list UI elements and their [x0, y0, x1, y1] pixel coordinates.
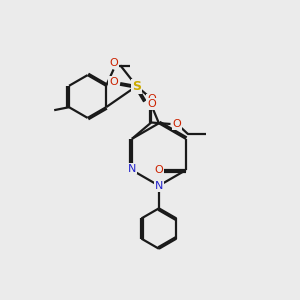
Text: O: O — [110, 76, 118, 87]
Text: O: O — [154, 165, 163, 175]
Text: O: O — [147, 94, 156, 105]
Text: O: O — [147, 94, 156, 104]
Text: N: N — [128, 164, 136, 174]
Text: N: N — [155, 181, 163, 191]
Text: S: S — [132, 80, 141, 93]
Text: O: O — [173, 119, 182, 129]
Text: O: O — [109, 58, 118, 68]
Text: O: O — [148, 99, 157, 109]
